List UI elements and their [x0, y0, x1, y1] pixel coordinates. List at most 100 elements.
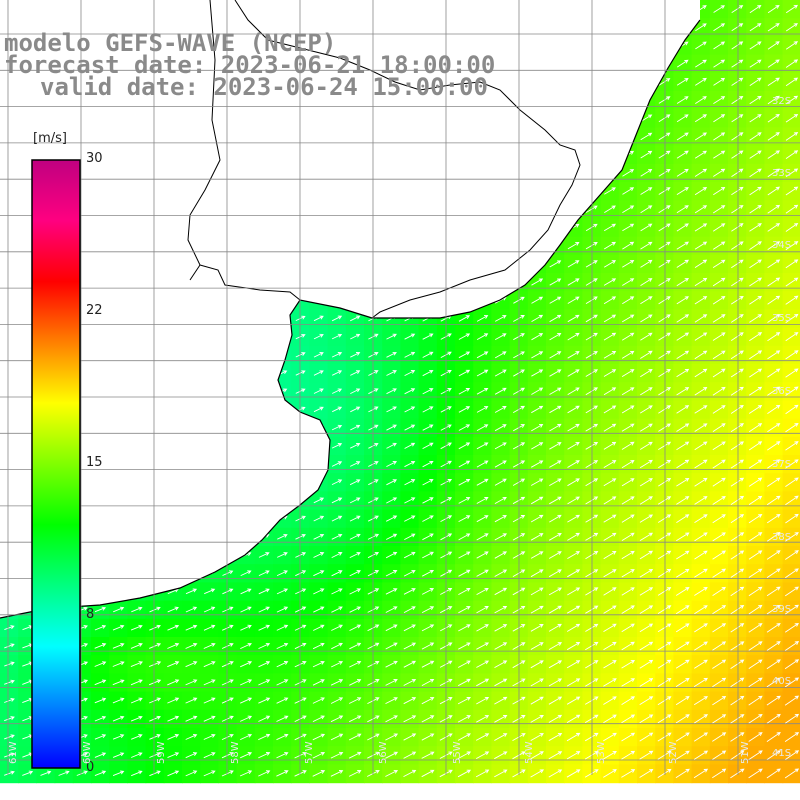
- wind-arrow: [730, 368, 744, 378]
- wind-arrow: [476, 406, 489, 413]
- wind-arrow: [713, 114, 726, 123]
- wind-arrow: [386, 370, 397, 376]
- wind-arrow: [675, 586, 690, 596]
- wind-arrow: [585, 660, 599, 669]
- wind-arrow: [403, 624, 416, 632]
- wind-arrow: [494, 351, 507, 359]
- wind-arrow: [640, 223, 653, 232]
- wind-arrow: [676, 478, 690, 487]
- wind-arrow: [458, 315, 471, 322]
- wind-arrow: [130, 697, 143, 704]
- wind-arrow: [567, 551, 581, 559]
- wind-arrow: [676, 278, 689, 287]
- wind-arrow: [330, 751, 344, 759]
- wind-arrow: [731, 59, 744, 68]
- wind-arrow: [712, 205, 726, 214]
- wind-arrow: [167, 661, 180, 668]
- wind-arrow: [767, 23, 780, 32]
- wind-arrow: [457, 715, 471, 723]
- wind-arrow: [694, 405, 708, 414]
- wind-arrow: [386, 388, 397, 395]
- wind-arrow: [676, 59, 689, 68]
- wind-arrow: [730, 404, 744, 414]
- wind-arrow: [622, 296, 635, 305]
- wind-arrow: [766, 495, 781, 506]
- wind-arrow: [766, 750, 781, 761]
- wind-arrow: [748, 459, 763, 469]
- wind-arrow: [603, 551, 617, 560]
- wind-arrow: [730, 532, 745, 542]
- wind-arrow: [621, 660, 636, 669]
- wind-arrow: [785, 550, 799, 560]
- wind-arrow: [767, 132, 780, 141]
- wind-arrow: [386, 479, 398, 486]
- colorbar-tick: 8: [86, 607, 95, 622]
- wind-arrow: [4, 679, 15, 685]
- wind-arrow: [167, 679, 180, 686]
- wind-arrow: [658, 96, 671, 104]
- wind-arrow: [749, 277, 762, 287]
- wind-arrow: [585, 278, 598, 286]
- wind-arrow: [386, 497, 398, 504]
- wind-arrow: [694, 168, 708, 177]
- wind-arrow: [731, 150, 744, 159]
- wind-arrow: [258, 552, 270, 558]
- wind-arrow: [639, 750, 654, 760]
- wind-arrow: [767, 277, 781, 287]
- wind-arrow: [566, 678, 581, 687]
- wind-arrow: [549, 423, 562, 432]
- wind-arrow: [713, 168, 726, 177]
- wind-arrow: [784, 713, 800, 724]
- wind-arrow: [240, 752, 253, 759]
- wind-arrow: [694, 114, 707, 123]
- wind-arrow: [530, 678, 544, 687]
- wind-arrow: [548, 733, 563, 742]
- wind-arrow: [457, 678, 471, 687]
- wind-arrow: [676, 423, 690, 432]
- wind-arrow: [385, 751, 399, 759]
- wind-arrow: [332, 388, 343, 394]
- wind-arrow: [94, 624, 107, 631]
- wind-arrow: [94, 697, 107, 704]
- wind-arrow: [621, 605, 635, 614]
- wind-arrow: [749, 23, 762, 32]
- wind-arrow: [785, 422, 799, 433]
- lon-label: 52W: [668, 741, 679, 764]
- wind-arrow: [494, 551, 508, 559]
- wind-arrow: [712, 295, 726, 305]
- wind-arrow: [530, 660, 544, 669]
- wind-arrow: [730, 659, 745, 669]
- wind-arrow: [404, 388, 416, 395]
- wind-arrow: [694, 496, 708, 505]
- wind-arrow: [657, 532, 672, 542]
- wind-arrow: [621, 714, 636, 724]
- wind-arrow: [657, 659, 672, 669]
- wind-arrow: [258, 697, 271, 704]
- wind-arrow: [640, 296, 653, 305]
- wind-arrow: [258, 752, 271, 759]
- wind-arrow: [694, 259, 708, 268]
- wind-arrow: [4, 697, 15, 703]
- wind-arrow: [766, 532, 781, 542]
- wind-arrow: [421, 624, 435, 632]
- wind-arrow: [476, 442, 489, 450]
- wind-arrow: [94, 752, 107, 758]
- wind-arrow: [694, 550, 708, 560]
- wind-arrow: [767, 4, 780, 14]
- wind-arrow: [676, 296, 689, 305]
- wind-arrow: [603, 496, 617, 505]
- wind-arrow: [694, 296, 708, 305]
- wind-arrow: [130, 643, 143, 649]
- wind-arrow: [567, 587, 581, 596]
- wind-arrow: [476, 460, 489, 468]
- wind-arrow: [531, 278, 544, 286]
- wind-arrow: [748, 586, 763, 597]
- wind-arrow: [167, 697, 180, 704]
- wind-arrow: [621, 460, 635, 469]
- wind-arrow: [475, 769, 490, 778]
- wind-arrow: [331, 588, 343, 595]
- wind-arrow: [494, 678, 508, 687]
- wind-arrow: [676, 332, 690, 341]
- lon-label: 53W: [596, 741, 607, 764]
- wind-arrow: [676, 96, 689, 104]
